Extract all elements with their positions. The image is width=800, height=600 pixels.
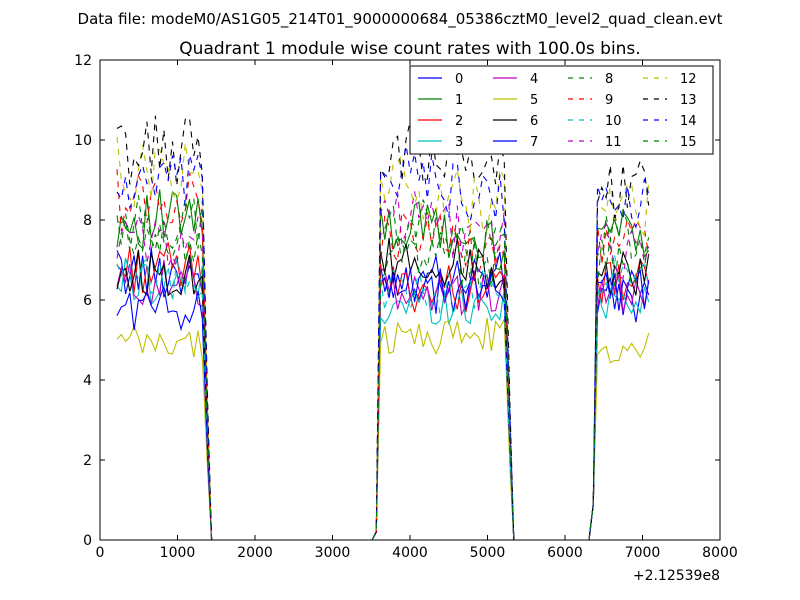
series-line-2 [116, 242, 650, 540]
legend-label-2: 2 [455, 114, 463, 129]
legend-label-11: 11 [605, 135, 622, 150]
x-tick-label: 1000 [160, 545, 196, 561]
legend-label-14: 14 [680, 114, 697, 129]
series-line-8 [116, 195, 650, 540]
y-tick-label: 2 [83, 453, 92, 469]
legend-label-13: 13 [680, 93, 697, 108]
y-tick-label: 12 [74, 53, 92, 69]
series-line-10 [116, 255, 650, 540]
series-line-11 [116, 191, 650, 540]
series-line-1 [116, 189, 650, 540]
series-line-15 [116, 213, 650, 540]
series-line-4 [116, 259, 650, 540]
x-tick-label: 0 [96, 545, 105, 561]
series-layer [116, 115, 650, 540]
x-offset-text: +2.12539e8 [633, 568, 720, 584]
legend-label-12: 12 [680, 72, 697, 87]
legend-label-1: 1 [455, 93, 463, 108]
y-tick-label: 0 [83, 533, 92, 549]
x-tick-label: 3000 [315, 545, 351, 561]
legend-label-4: 4 [530, 72, 538, 87]
chart-suptitle: Data file: modeM0/AS1G05_214T01_90000006… [78, 10, 723, 29]
legend-label-9: 9 [605, 93, 613, 108]
series-line-13 [116, 115, 650, 540]
x-tick-label: 7000 [625, 545, 661, 561]
series-line-9 [116, 169, 650, 540]
legend-label-5: 5 [530, 93, 538, 108]
x-tick-label: 5000 [470, 545, 506, 561]
legend-label-0: 0 [455, 72, 463, 87]
legend-box [409, 65, 714, 155]
y-tick-label: 6 [83, 293, 92, 309]
legend-label-6: 6 [530, 114, 538, 129]
y-tick-label: 10 [74, 133, 92, 149]
x-tick-label: 8000 [702, 545, 738, 561]
axis-ticks: 0 1000 2000 3000 4000 5000 6000 7000 80000246810… [74, 53, 738, 561]
legend-label-15: 15 [680, 135, 697, 150]
chart-title: Quadrant 1 module wise count rates with … [179, 39, 640, 59]
y-tick-label: 4 [83, 373, 92, 389]
x-tick-label: 4000 [392, 545, 428, 561]
y-tick-label: 8 [83, 213, 92, 229]
series-line-7 [116, 268, 650, 540]
series-line-5 [116, 317, 650, 540]
legend-label-7: 7 [530, 135, 538, 150]
series-line-14 [116, 145, 650, 540]
legend-label-10: 10 [605, 114, 622, 129]
x-tick-label: 2000 [237, 545, 273, 561]
x-tick-label: 6000 [547, 545, 583, 561]
legend-label-3: 3 [455, 135, 463, 150]
legend-label-8: 8 [605, 72, 613, 87]
